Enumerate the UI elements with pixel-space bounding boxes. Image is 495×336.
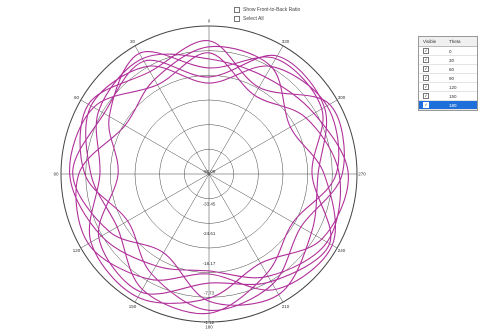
visible-cell: ✓ (419, 57, 447, 63)
pattern-trace (97, 51, 332, 295)
radial-tick-label: -16.17 (203, 261, 216, 266)
table-row[interactable]: ✓ 150 (419, 92, 477, 101)
radial-tick-label: -33.45 (203, 202, 216, 207)
theta-value: 150 (449, 93, 457, 99)
show-front-back-option[interactable]: Show Front-to-Back Ratio (234, 7, 300, 13)
table-row[interactable]: ✓ 180 (419, 101, 477, 110)
theta-table: Visible Theta ✓ 0 ✓ 30 ✓ 60 ✓ 90 ✓ 120 ✓ 150 ✓ 180 (418, 36, 478, 111)
select-all-label: Select All (243, 16, 264, 22)
angle-tick-label: 240 (338, 248, 346, 253)
table-row[interactable]: ✓ 90 (419, 74, 477, 83)
visible-cell: ✓ (419, 84, 447, 90)
visible-checkbox[interactable]: ✓ (423, 66, 429, 72)
angle-tick-label: 150 (129, 304, 137, 309)
select-all-checkbox[interactable] (234, 16, 240, 22)
pattern-trace (72, 54, 328, 306)
angle-tick-label: 270 (358, 172, 366, 177)
angle-tick-label: 90 (53, 172, 59, 177)
theta-value: 60 (449, 66, 455, 72)
angle-tick-label: 30 (130, 39, 136, 44)
visible-cell: ✓ (419, 93, 447, 99)
visible-checkbox[interactable]: ✓ (423, 84, 429, 90)
pattern-trace (79, 40, 345, 311)
visible-checkbox[interactable]: ✓ (423, 75, 429, 81)
angle-tick-label: 210 (282, 304, 290, 309)
grid-spoke (134, 173, 210, 303)
pattern-trace (85, 65, 340, 315)
theta-value: 90 (449, 75, 455, 81)
angle-tick-label: 300 (338, 95, 346, 100)
visible-cell: ✓ (419, 102, 447, 108)
angle-tick-label: 180 (205, 325, 213, 330)
polar-chart: 0 30 60 90 120 150 180 210 240 270 300 330 -50.09 -33… (53, 19, 366, 330)
show-front-back-checkbox[interactable] (234, 7, 240, 13)
radial-tick-label: -50.09 (203, 169, 216, 174)
theta-value: 0 (449, 48, 452, 54)
grid-spoke (208, 99, 338, 175)
grid-spoke (134, 45, 210, 175)
angle-tick-label: 330 (282, 39, 290, 44)
grid-spoke (208, 173, 284, 303)
visible-checkbox[interactable]: ✓ (423, 48, 429, 54)
visible-column-header: Visible (423, 39, 437, 44)
table-row[interactable]: ✓ 0 (419, 47, 477, 56)
table-row[interactable]: ✓ 30 (419, 56, 477, 65)
radial-tick-label: -24.61 (203, 231, 216, 236)
pattern-trace (75, 45, 336, 291)
radial-tick-label: -1.12 (204, 320, 215, 325)
theta-value: 180 (449, 102, 457, 108)
grid-spoke (208, 173, 338, 249)
visible-cell: ✓ (419, 75, 447, 81)
visible-checkbox[interactable]: ✓ (423, 93, 429, 99)
table-header: Visible Theta (419, 37, 477, 47)
visible-cell: ✓ (419, 48, 447, 54)
radial-tick-label: -7.73 (204, 290, 215, 295)
pattern-trace (69, 52, 342, 279)
visible-checkbox[interactable]: ✓ (423, 57, 429, 63)
angle-tick-label: 0 (208, 19, 211, 24)
grid-spoke (80, 173, 210, 249)
grid-spoke (208, 45, 284, 175)
select-all-option[interactable]: Select All (234, 16, 264, 22)
angle-tick-label: 60 (74, 95, 80, 100)
theta-column-header: Theta (449, 39, 461, 44)
show-front-back-label: Show Front-to-Back Ratio (243, 7, 301, 13)
polar-plot-area: 0 30 60 90 120 150 180 210 240 270 300 330 -50.09 -33… (53, 19, 366, 330)
grid-spoke (80, 99, 210, 175)
visible-checkbox[interactable]: ✓ (423, 102, 429, 108)
theta-value: 120 (449, 84, 457, 90)
table-row[interactable]: ✓ 60 (419, 65, 477, 74)
pattern-trace (88, 53, 349, 304)
theta-value: 30 (449, 57, 455, 63)
table-row[interactable]: ✓ 120 (419, 83, 477, 92)
visible-cell: ✓ (419, 66, 447, 72)
angle-tick-label: 120 (73, 248, 81, 253)
